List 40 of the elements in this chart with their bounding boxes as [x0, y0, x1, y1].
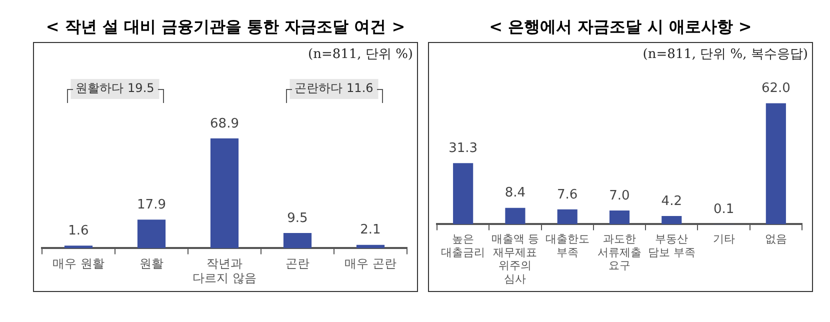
x-tick-label: 매우 원활	[52, 256, 104, 271]
text: 곤란하다 11.6	[294, 81, 374, 96]
x-tick-label: 매우 곤란	[344, 256, 396, 271]
chart-title: < 은행에서 자금조달 시 애로사항 >	[488, 16, 753, 38]
x-tick-label: 매출액 등 재무제표 위주의 심사	[491, 232, 539, 286]
bar	[557, 209, 578, 224]
x-tick-label: 부동산 담보 부족	[648, 232, 696, 259]
data-label: 4.2	[661, 194, 682, 209]
x-tick-label: 없음	[764, 232, 787, 246]
bar	[662, 216, 682, 224]
data-label: 31.3	[448, 141, 478, 156]
data-label: 68.9	[210, 116, 239, 132]
chart-subtitle: (n=811, 단위 %, 복수응답)	[642, 46, 809, 64]
bar	[210, 138, 239, 248]
bar	[453, 163, 474, 224]
bar	[609, 210, 630, 224]
bar	[283, 233, 312, 248]
data-label: 2.1	[360, 222, 381, 238]
data-label: 9.5	[287, 210, 308, 226]
bar	[137, 220, 166, 248]
x-tick-label: 과도한 서류제출 요구	[598, 232, 642, 272]
bar	[505, 208, 526, 224]
data-label: 7.0	[609, 188, 630, 204]
x-tick-label: 대출한도 부족	[545, 232, 590, 259]
x-tick-label: 곤란	[286, 256, 310, 271]
data-label: 0.1	[713, 202, 734, 217]
x-tick-label: 원활	[140, 256, 164, 271]
text: 원활하다 19.5	[76, 81, 154, 96]
chart-subtitle: (n=811, 단위 %)	[307, 46, 414, 64]
x-tick-label: 작년과 다르지 않음	[192, 256, 256, 285]
data-label: 17.9	[137, 198, 166, 213]
chart-title: < 작년 설 대비 금융기관을 통한 자금조달 여건 >	[44, 16, 406, 38]
data-label: 1.6	[68, 224, 89, 239]
x-tick-label: 높은 대출금리	[441, 232, 486, 259]
data-label: 7.6	[557, 187, 578, 202]
data-label: 8.4	[504, 186, 526, 201]
bar	[64, 246, 93, 248]
data-label: 62.0	[761, 81, 790, 96]
x-tick-label: 기타	[712, 232, 735, 246]
bar	[766, 103, 786, 224]
